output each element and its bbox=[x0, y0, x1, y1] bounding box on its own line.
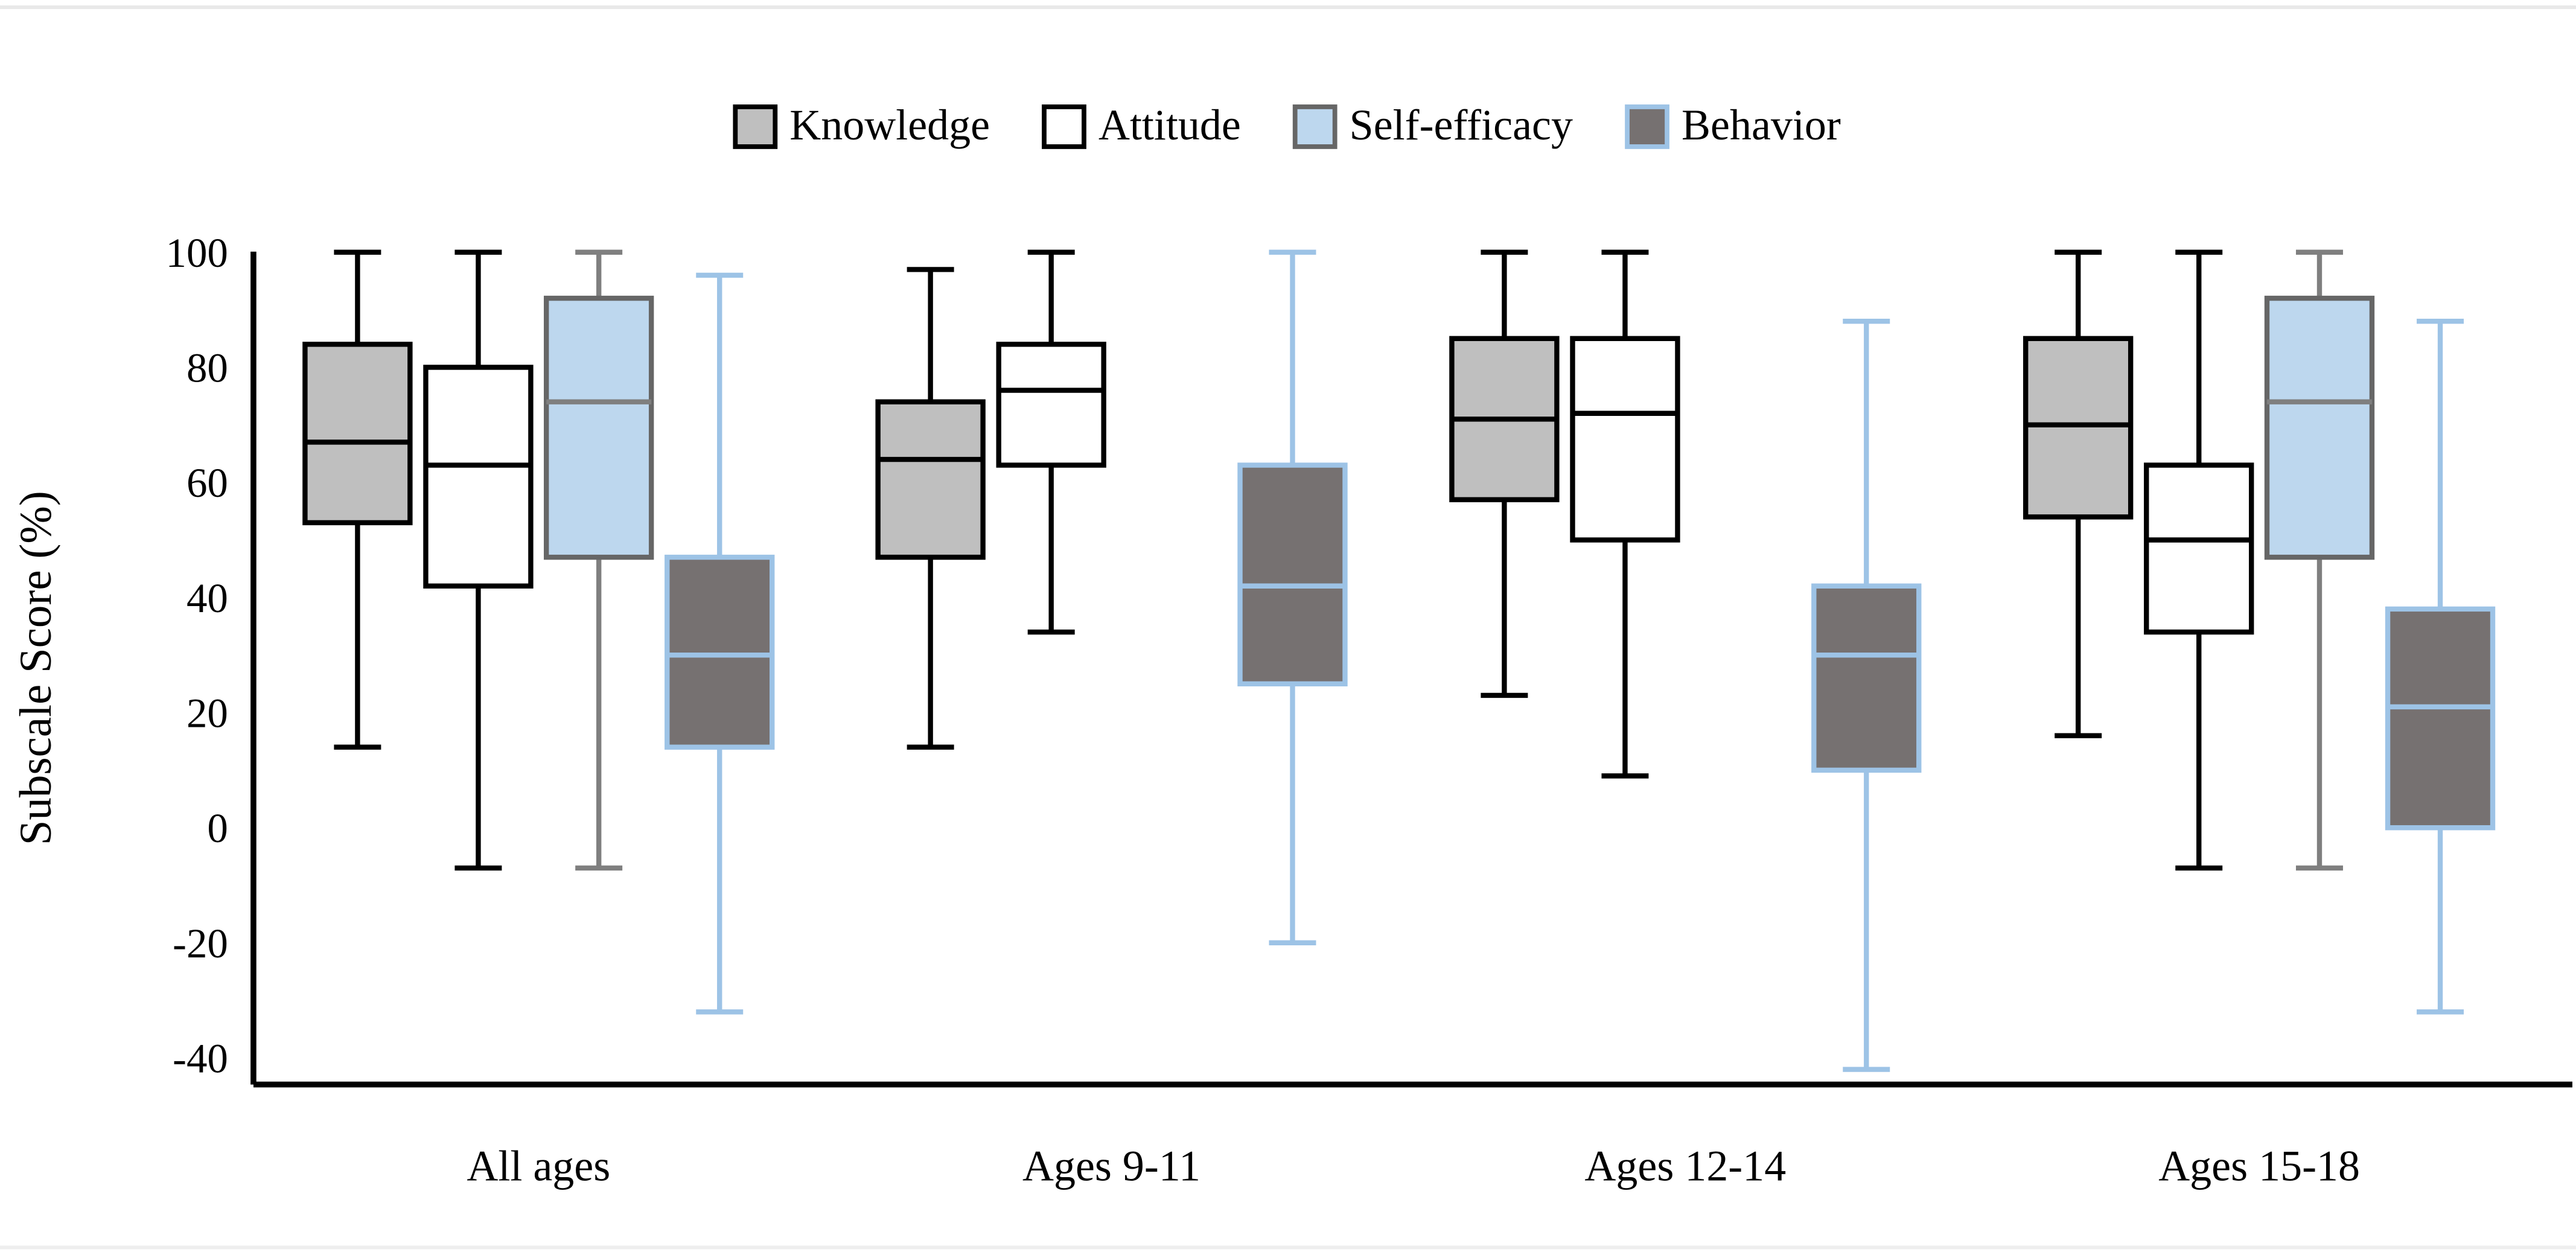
iqr-box bbox=[665, 554, 775, 750]
boxplot-knowledge-all-ages bbox=[302, 249, 413, 750]
iqr-box bbox=[543, 295, 654, 560]
boxplot-attitude-all-ages bbox=[423, 249, 534, 871]
iqr-box bbox=[1570, 336, 1680, 543]
legend-item-knowledge: Knowledge bbox=[733, 101, 990, 149]
attitude-swatch-icon bbox=[1042, 104, 1086, 149]
boxplot-knowledge-ages-9-11 bbox=[875, 267, 986, 750]
boxplot-attitude-ages-9-11 bbox=[996, 249, 1106, 635]
category-label-0: All ages bbox=[467, 1142, 610, 1190]
legend-label: Behavior bbox=[1682, 101, 1841, 149]
y-tick-label--40: -40 bbox=[173, 1036, 228, 1082]
iqr-box bbox=[2385, 606, 2496, 831]
boxplot-attitude-ages-15-18 bbox=[2144, 249, 2254, 871]
y-tick-label-0: 0 bbox=[207, 805, 228, 851]
boxplot-self-efficacy-all-ages bbox=[543, 249, 654, 871]
y-tick-label--20: -20 bbox=[173, 921, 228, 966]
y-axis-tick-labels: 100 80 60 40 20 0 -20 -40 bbox=[165, 230, 228, 1082]
category-label-1: Ages 9-11 bbox=[1022, 1142, 1200, 1190]
iqr-box bbox=[1237, 462, 1348, 687]
y-tick-label-60: 60 bbox=[187, 460, 228, 506]
legend-label: Knowledge bbox=[789, 101, 990, 149]
self-efficacy-swatch-icon bbox=[1292, 104, 1337, 149]
chart-legend: Knowledge Attitude Self-efficacy Behavio… bbox=[733, 101, 1841, 149]
boxplot-attitude-ages-12-14 bbox=[1570, 249, 1680, 779]
boxplot-behavior-ages-9-11 bbox=[1237, 249, 1348, 946]
boxplot-self-efficacy-ages-15-18 bbox=[2264, 249, 2375, 871]
box-series bbox=[302, 249, 2496, 1072]
iqr-box bbox=[996, 342, 1106, 468]
legend-item-self-efficacy: Self-efficacy bbox=[1292, 101, 1573, 149]
legend-item-behavior: Behavior bbox=[1625, 101, 1841, 149]
iqr-box bbox=[2144, 462, 2254, 635]
y-tick-label-80: 80 bbox=[187, 345, 228, 391]
boxplot-knowledge-ages-15-18 bbox=[2023, 249, 2134, 738]
iqr-box bbox=[2023, 336, 2134, 520]
iqr-box bbox=[302, 342, 413, 526]
category-label-3: Ages 15-18 bbox=[2158, 1142, 2360, 1190]
category-label-2: Ages 12-14 bbox=[1584, 1142, 1786, 1190]
legend-item-attitude: Attitude bbox=[1042, 101, 1241, 149]
boxplot-behavior-all-ages bbox=[665, 272, 775, 1015]
knowledge-swatch-icon bbox=[733, 104, 778, 149]
boxplot-behavior-ages-12-14 bbox=[1811, 319, 1922, 1072]
behavior-swatch-icon bbox=[1625, 104, 1669, 149]
y-tick-label-100: 100 bbox=[165, 230, 228, 276]
iqr-box bbox=[1811, 583, 1922, 773]
x-axis-category-labels: All ages Ages 9-11 Ages 12-14 Ages 15-18 bbox=[467, 1142, 2360, 1190]
legend-label: Self-efficacy bbox=[1350, 101, 1573, 149]
legend-label: Attitude bbox=[1098, 101, 1241, 149]
y-tick-label-40: 40 bbox=[187, 575, 228, 621]
y-axis-title: Subscale Score (%) bbox=[11, 491, 61, 845]
boxplot-behavior-ages-15-18 bbox=[2385, 319, 2496, 1015]
boxplot-knowledge-ages-12-14 bbox=[1449, 249, 1560, 698]
iqr-box bbox=[423, 365, 534, 589]
iqr-box bbox=[875, 399, 986, 560]
iqr-box bbox=[2264, 295, 2375, 560]
y-tick-label-20: 20 bbox=[187, 690, 228, 736]
